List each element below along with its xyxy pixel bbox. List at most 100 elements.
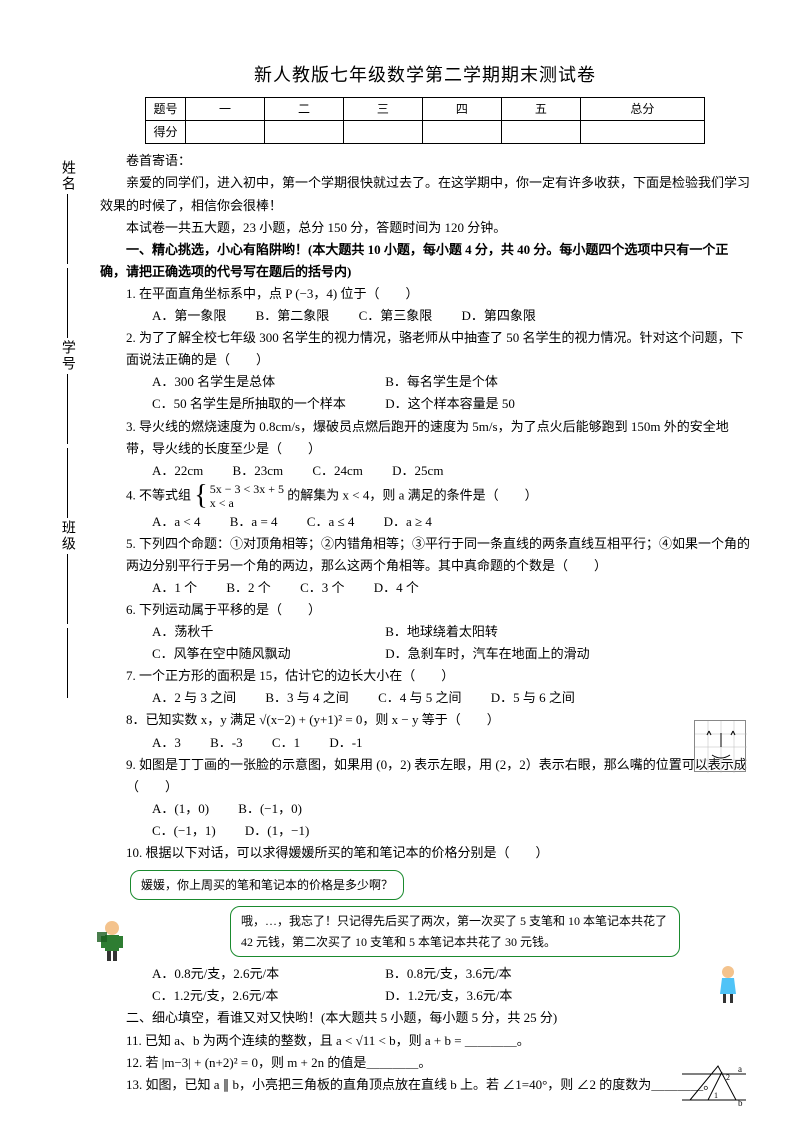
svg-text:1: 1 — [714, 1091, 718, 1100]
intro-text: 亲爱的同学们，进入初中，第一个学期很快就过去了。在这学期中，你一定有许多收获，下… — [100, 172, 750, 216]
opt-d: D．这个样本容量是 50 — [385, 393, 615, 415]
opt-d: D．1.2元/支，3.6元/本 — [385, 985, 615, 1007]
opt-d: D．4 个 — [374, 577, 419, 599]
q7-stem: 7. 一个正方形的面积是 15，估计它的边长大小在（ ） — [126, 665, 750, 687]
cell: 总分 — [580, 97, 704, 120]
q8-stem: 8．已知实数 x，y 满足 √(x−2) + (y+1)² = 0，则 x − … — [126, 709, 750, 731]
q8-options: A．3 B．-3 C．1 D．-1 — [152, 732, 750, 754]
cell: 三 — [343, 97, 422, 120]
brace-group: { 5x − 3 < 3x + 5 x < a — [194, 482, 284, 511]
opt-b: B．3 与 4 之间 — [265, 687, 348, 709]
opt-c: C．24cm — [312, 460, 363, 482]
side-label-column: 姓名 学号 班级 — [58, 160, 76, 700]
opt-d: D．5 与 6 之间 — [491, 687, 575, 709]
q4-stem: 4. 不等式组 { 5x − 3 < 3x + 5 x < a 的解集为 x <… — [126, 482, 750, 511]
opt-a: A．22cm — [152, 460, 203, 482]
cell — [580, 120, 704, 143]
section-1-heading: 一、精心挑选，小心有陷阱哟！(本大题共 10 小题，每小题 4 分，共 40 分… — [100, 239, 750, 283]
q4-pre: 4. 不等式组 — [126, 487, 191, 502]
cell: 四 — [422, 97, 501, 120]
q4-post: 的解集为 x < 4，则 a 满足的条件是（ ） — [287, 487, 537, 502]
character-right-icon — [714, 964, 742, 1004]
opt-c: C．50 名学生是所抽取的一个样本 — [152, 393, 382, 415]
table-row: 题号 一 二 三 四 五 总分 — [146, 97, 705, 120]
q5-stem: 5. 下列四个命题：①对顶角相等；②内错角相等；③平行于同一条直线的两条直线互相… — [126, 533, 750, 577]
q11-stem: 11. 已知 a、b 为两个连续的整数，且 a < √11 < b，则 a + … — [126, 1030, 750, 1052]
side-line — [67, 628, 68, 698]
triangle-diagram-icon: a b 2 1 — [678, 1060, 750, 1108]
q10-stem: 10. 根据以下对话，可以求得媛媛所买的笔和笔记本的价格分别是（ ） — [126, 842, 750, 864]
side-line — [67, 194, 68, 264]
face-icon — [695, 721, 747, 773]
opt-b: B．(−1，0) — [238, 798, 302, 820]
speech-bubble-2: 哦，…，我忘了！只记得先后买了两次，第一次买了 5 支笔和 10 本笔记本共花了… — [230, 906, 680, 957]
q9-stem: 9. 如图是丁丁画的一张脸的示意图，如果用 (0，2) 表示左眼，用 (2，2）… — [126, 754, 750, 798]
cell: 题号 — [146, 97, 186, 120]
opt-b: B．a = 4 — [230, 511, 278, 533]
opt-c: C．1.2元/支，2.6元/本 — [152, 985, 382, 1007]
section-2-heading: 二、细心填空，看谁又对又快哟！(本大题共 5 小题，每小题 5 分，共 25 分… — [126, 1007, 750, 1029]
cell — [501, 120, 580, 143]
opt-c: C．(−1，1) — [152, 820, 216, 842]
q2-stem: 2. 为了了解全校七年级 300 名学生的视力情况，骆老师从中抽查了 50 名学… — [126, 327, 750, 371]
score-table: 题号 一 二 三 四 五 总分 得分 — [145, 97, 705, 145]
opt-a: A．第一象限 — [152, 305, 226, 327]
opt-b: B．-3 — [210, 732, 243, 754]
q5-options: A．1 个 B．2 个 C．3 个 D．4 个 — [152, 577, 750, 599]
opt-c: C．4 与 5 之间 — [378, 687, 461, 709]
opt-c: C．风筝在空中随风飘动 — [152, 643, 382, 665]
table-row: 得分 — [146, 120, 705, 143]
character-left-icon — [95, 918, 129, 962]
opt-a: A．(1，0) — [152, 798, 209, 820]
side-name-label: 姓名 — [55, 160, 79, 192]
q3-options: A．22cm B．23cm C．24cm D．25cm — [152, 460, 750, 482]
q13-stem: 13. 如图，已知 a ∥ b，小亮把三角板的直角顶点放在直线 b 上。若 ∠1… — [126, 1074, 750, 1096]
ineq-line2: x < a — [210, 496, 284, 510]
side-line — [67, 268, 68, 338]
opt-a: A．3 — [152, 732, 181, 754]
opt-a: A．2 与 3 之间 — [152, 687, 236, 709]
q4-options: A．a < 4 B．a = 4 C．a ≤ 4 D．a ≥ 4 — [152, 511, 750, 533]
cell: 得分 — [146, 120, 186, 143]
opt-d: D．-1 — [329, 732, 362, 754]
cell: 一 — [186, 97, 265, 120]
svg-text:a: a — [738, 1064, 742, 1074]
q7-options: A．2 与 3 之间 B．3 与 4 之间 C．4 与 5 之间 D．5 与 6… — [152, 687, 750, 709]
svg-text:2: 2 — [726, 1073, 730, 1082]
opt-d: D．急刹车时，汽车在地面上的滑动 — [385, 643, 615, 665]
opt-d: D．(1，−1) — [245, 820, 309, 842]
opt-a: A．300 名学生是总体 — [152, 371, 382, 393]
side-class-label: 班级 — [55, 520, 79, 552]
opt-b: B．0.8元/支，3.6元/本 — [385, 963, 615, 985]
page-title: 新人教版七年级数学第二学期期末测试卷 — [100, 60, 750, 91]
opt-a: A．0.8元/支，2.6元/本 — [152, 963, 382, 985]
intro-heading: 卷首寄语： — [100, 150, 750, 172]
q6-options: A．荡秋千 B．地球绕着太阳转 C．风筝在空中随风飘动 D．急刹车时，汽车在地面… — [152, 621, 750, 665]
q9-options: A．(1，0) B．(−1，0) C．(−1，1) D．(1，−1) — [152, 798, 750, 842]
ineq-line1: 5x − 3 < 3x + 5 — [210, 482, 284, 496]
opt-a: A．荡秋千 — [152, 621, 382, 643]
intro-text: 本试卷一共五大题，23 小题，总分 150 分，答题时间为 120 分钟。 — [100, 217, 750, 239]
q3-stem: 3. 导火线的燃烧速度为 0.8cm/s，爆破员点燃后跑开的速度为 5m/s，为… — [126, 416, 750, 460]
cell — [264, 120, 343, 143]
cell: 五 — [501, 97, 580, 120]
side-id-label: 学号 — [55, 340, 79, 372]
q6-stem: 6. 下列运动属于平移的是（ ） — [126, 599, 750, 621]
left-brace-icon: { — [194, 482, 207, 510]
opt-d: D．25cm — [392, 460, 443, 482]
opt-c: C．第三象限 — [359, 305, 433, 327]
speech-bubble-1: 媛媛，你上周买的笔和笔记本的价格是多少啊？ — [130, 870, 404, 900]
opt-b: B．地球绕着太阳转 — [385, 621, 615, 643]
face-grid-diagram — [694, 720, 746, 772]
q12-stem: 12. 若 |m−3| + (n+2)² = 0，则 m + 2n 的值是＿＿＿… — [126, 1052, 750, 1074]
opt-a: A．1 个 — [152, 577, 197, 599]
opt-b: B．23cm — [233, 460, 284, 482]
opt-c: C．3 个 — [300, 577, 344, 599]
side-line — [67, 374, 68, 444]
q1-stem: 1. 在平面直角坐标系中，点 P (−3，4) 位于（ ） — [126, 283, 750, 305]
opt-b: B．第二象限 — [256, 305, 330, 327]
side-line — [67, 448, 68, 518]
cell — [422, 120, 501, 143]
cell — [186, 120, 265, 143]
cell — [343, 120, 422, 143]
